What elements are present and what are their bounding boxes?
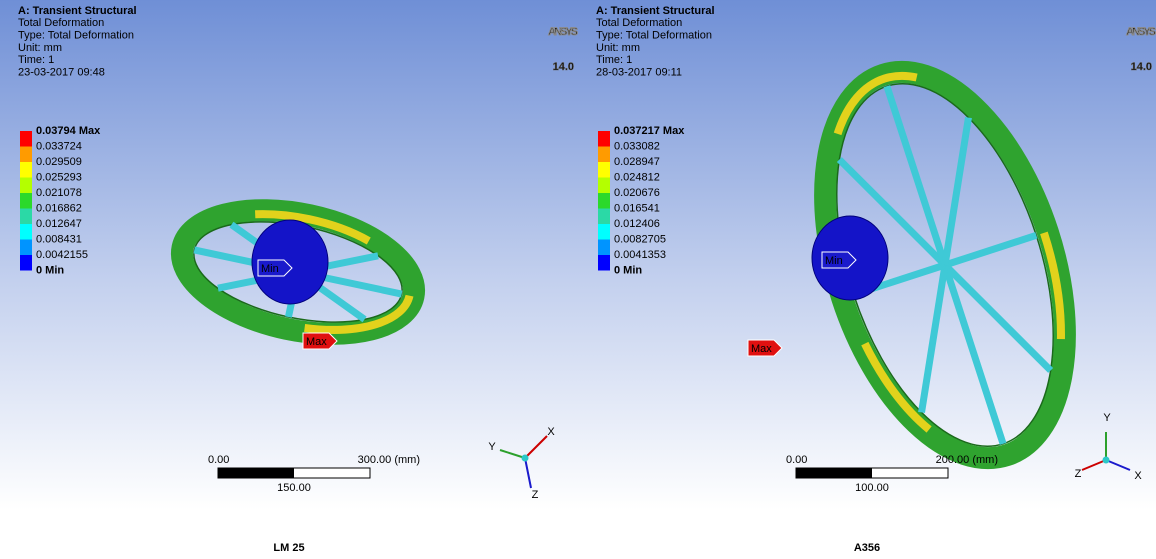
legend-label: 0.021078 [36,187,82,199]
legend-label: 0.012647 [36,218,82,230]
header-line: Time: 1 [596,54,632,66]
logo-version: 14.0 [553,61,574,73]
probe-tag [821,251,857,269]
wheel-spoke [883,85,949,267]
legend-label: 0.012406 [614,218,660,230]
legend-swatch [20,131,32,147]
legend-swatch [598,193,610,209]
legend-swatch [20,208,32,224]
scale-end: 200.00 (mm) [936,454,998,466]
legend-label: 0.0042155 [36,249,88,261]
wheel-spoke [918,264,949,413]
header-line: 28-03-2017 09:11 [596,66,682,78]
wheel-rim-hot [181,210,415,334]
wheel-spoke [943,232,1038,269]
wheel-spoke [941,263,1007,445]
legend-swatch [20,239,32,255]
legend-label: 0.0082705 [614,233,666,245]
header-line: Type: Total Deformation [596,30,712,42]
panel-caption: LM 25 [273,542,304,554]
wheel-hub [251,219,329,305]
legend-label: 0.016541 [614,202,660,214]
legend-swatch [598,239,610,255]
legend-swatch [598,255,610,271]
triad-label: Y [1103,412,1111,424]
probe-tag-label: Min [261,263,279,275]
triad-label: X [1134,470,1142,482]
triad-origin [1102,456,1110,464]
header-line: Unit: mm [18,42,62,54]
legend-label: 0.033724 [36,140,82,152]
legend-swatch [20,224,32,240]
legend-swatch [20,177,32,193]
legend-label: 0.020676 [614,187,660,199]
legend-label: 0.028947 [614,156,660,168]
header-line: Total Deformation [18,17,104,29]
scale-mid: 100.00 [855,482,889,494]
logo-version: 14.0 [1131,61,1152,73]
header-line: Type: Total Deformation [18,30,134,42]
triad-axis [499,449,526,459]
wheel-rim-hot [825,71,1065,459]
legend-swatch [20,146,32,162]
legend-swatch [20,162,32,178]
scale-end: 300.00 (mm) [358,454,420,466]
probe-tag [302,332,338,350]
triad-label: Y [488,441,496,453]
triad-label: X [547,426,555,438]
probe-tag-label: Max [751,343,772,355]
header-line: Unit: mm [596,42,640,54]
legend-label: 0.029509 [36,156,82,168]
legend-label: 0.037217 Max [614,125,685,137]
triad-label: Z [1075,468,1082,480]
legend-label: 0 Min [614,264,642,276]
wheel-spoke [941,117,972,266]
probe-tag [747,339,783,357]
scale-start: 0.00 [786,454,807,466]
legend-swatch [598,162,610,178]
panel-caption: A356 [854,542,880,554]
triad-axis [524,457,532,489]
legend-swatch [598,208,610,224]
legend-label: 0.0041353 [614,249,666,261]
legend-swatch [598,224,610,240]
legend-swatch [20,255,32,271]
triad-axis [524,435,548,459]
legend-label: 0.016862 [36,202,82,214]
legend-label: 0.024812 [614,171,660,183]
scale-mid: 150.00 [277,482,311,494]
legend-label: 0.033082 [614,140,660,152]
legend-label: 0.03794 Max [36,125,101,137]
legend-label: 0 Min [36,264,64,276]
wheel-spoke [942,262,1054,373]
scale-bar-black [218,468,294,478]
triad-label: Z [532,489,539,501]
triad-origin [521,454,529,462]
triad-axis [1105,459,1131,471]
scale-start: 0.00 [208,454,229,466]
triad-axis [1081,459,1107,471]
legend-label: 0.025293 [36,171,82,183]
legend-swatch [598,146,610,162]
probe-tag-label: Min [825,255,843,267]
probe-tag [257,259,293,277]
probe-tag-label: Max [306,336,327,348]
legend-label: 0.008431 [36,233,82,245]
header-line: A: Transient Structural [596,5,715,17]
wheel-spoke [836,157,948,268]
header-line: 23-03-2017 09:48 [18,66,105,78]
legend-swatch [20,193,32,209]
legend-swatch [598,131,610,147]
scale-bar-black [796,468,872,478]
legend-swatch [598,177,610,193]
header-line: Time: 1 [18,54,54,66]
header-line: A: Transient Structural [18,5,137,17]
header-line: Total Deformation [596,17,682,29]
logo-name: ANSYS [548,26,578,38]
logo-name: ANSYS [1126,26,1156,38]
